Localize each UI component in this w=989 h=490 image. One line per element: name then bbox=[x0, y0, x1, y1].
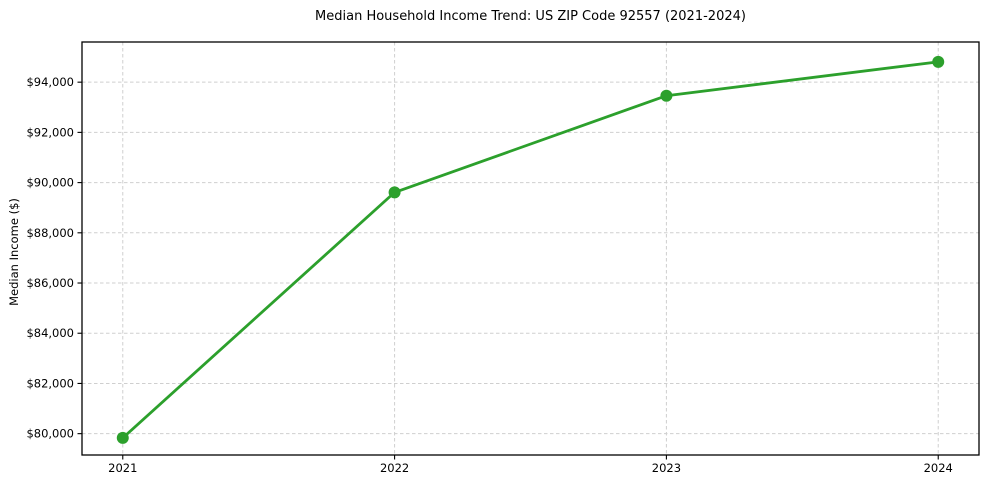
data-point-marker bbox=[932, 55, 945, 68]
x-tick-label: 2023 bbox=[652, 461, 681, 475]
plot-border bbox=[81, 41, 980, 456]
y-tick-label: $84,000 bbox=[26, 326, 74, 340]
x-tick-label: 2021 bbox=[108, 461, 137, 475]
y-tick-label: $82,000 bbox=[26, 376, 74, 390]
data-point-marker bbox=[116, 431, 129, 444]
chart-title: Median Household Income Trend: US ZIP Co… bbox=[315, 9, 746, 24]
y-tick-label: $94,000 bbox=[26, 75, 74, 89]
data-point-marker bbox=[388, 186, 401, 199]
y-tick-label: $80,000 bbox=[26, 427, 74, 441]
data-point-marker bbox=[660, 89, 673, 102]
y-tick-label: $90,000 bbox=[26, 176, 74, 190]
y-tick-label: $92,000 bbox=[26, 125, 74, 139]
x-tick-label: 2022 bbox=[380, 461, 409, 475]
y-tick-label: $86,000 bbox=[26, 276, 74, 290]
income-trend-line bbox=[121, 60, 940, 440]
x-tick-label: 2024 bbox=[924, 461, 953, 475]
y-tick-label: $88,000 bbox=[26, 226, 74, 240]
